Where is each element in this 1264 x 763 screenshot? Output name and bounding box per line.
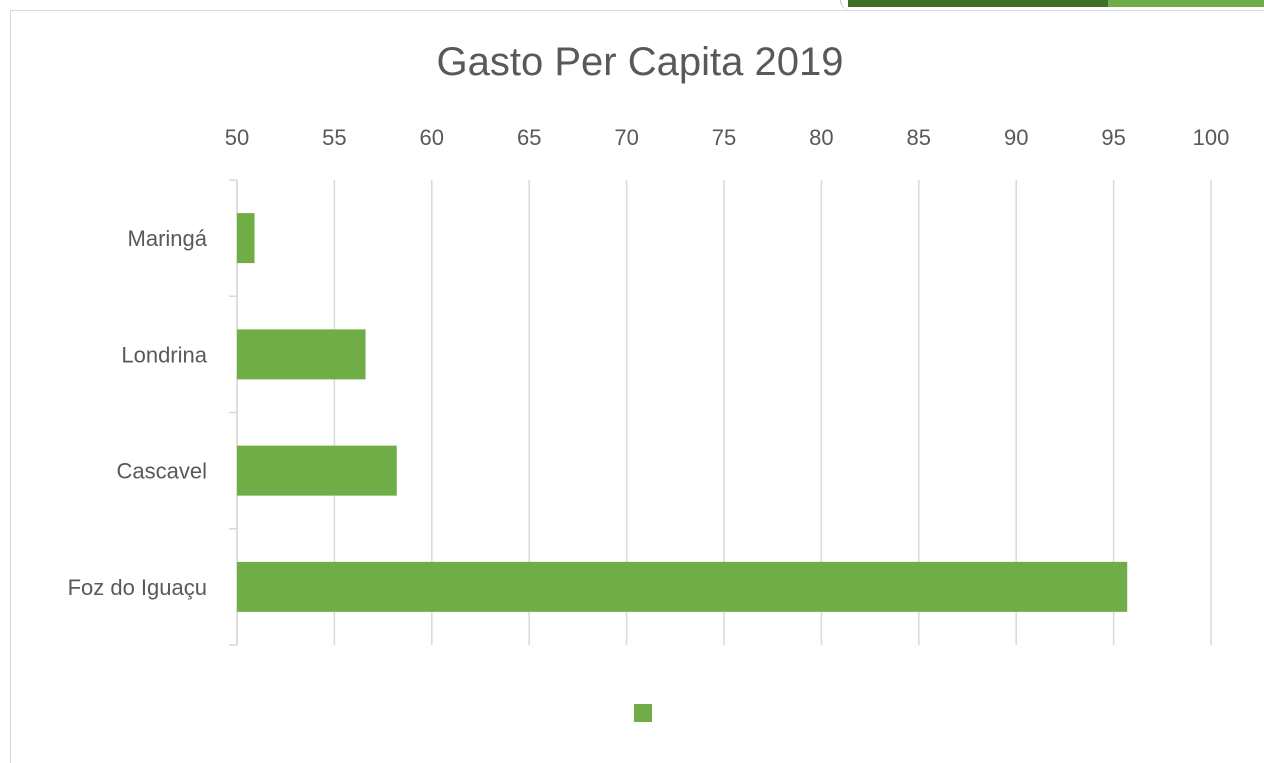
category-label-0: Maringá xyxy=(128,226,208,251)
x-tick-label-70: 70 xyxy=(614,125,638,150)
x-tick-label-90: 90 xyxy=(1004,125,1028,150)
accent-bar-light xyxy=(1108,0,1264,7)
bar-3 xyxy=(237,561,1128,612)
bar-2 xyxy=(237,445,397,496)
category-label-3: Foz do Iguaçu xyxy=(68,575,207,600)
x-tick-label-95: 95 xyxy=(1101,125,1125,150)
chart-area[interactable] xyxy=(10,10,1264,763)
x-tick-label-85: 85 xyxy=(907,125,931,150)
window-corner xyxy=(840,0,851,10)
x-tick-label-60: 60 xyxy=(420,125,444,150)
accent-bar-dark xyxy=(848,0,1108,7)
chart-title: Gasto Per Capita 2019 xyxy=(436,40,844,84)
bar-0 xyxy=(237,213,255,264)
category-label-1: Londrina xyxy=(121,342,207,367)
legend-marker xyxy=(634,704,652,722)
x-tick-label-55: 55 xyxy=(322,125,346,150)
category-label-2: Cascavel xyxy=(117,459,207,484)
x-tick-label-65: 65 xyxy=(517,125,541,150)
x-tick-label-75: 75 xyxy=(712,125,736,150)
x-tick-label-50: 50 xyxy=(225,125,249,150)
x-tick-label-80: 80 xyxy=(809,125,833,150)
x-tick-label-100: 100 xyxy=(1193,125,1230,150)
bar-1 xyxy=(237,329,366,380)
window-edge-decoration xyxy=(840,0,1264,10)
